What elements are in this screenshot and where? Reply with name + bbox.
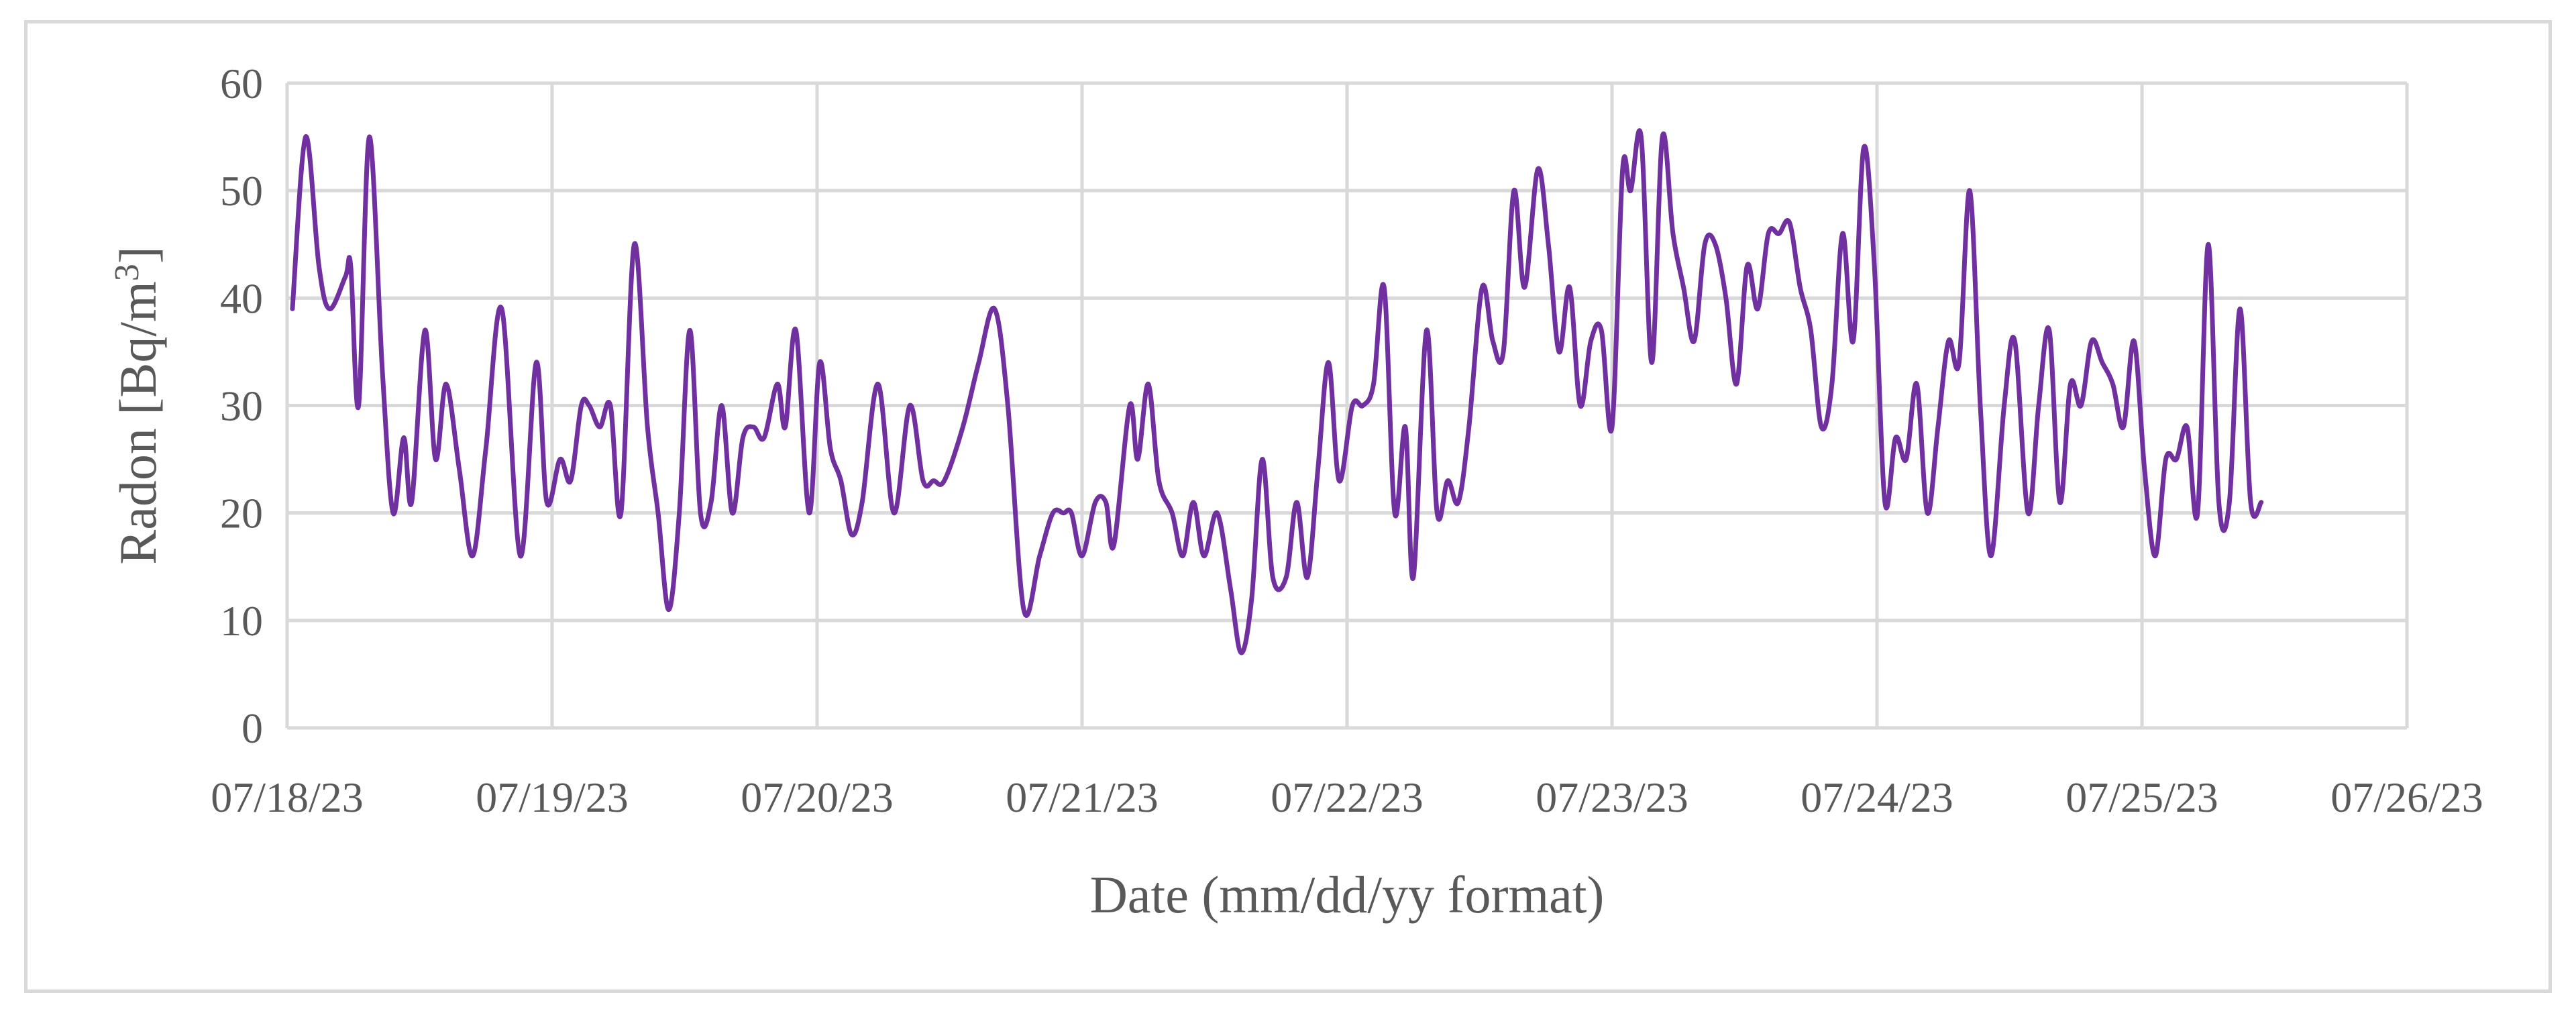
axes [285,83,2407,730]
y-axis-title-main: Radon [Bq/m [109,281,167,565]
y-tick-label: 10 [220,597,263,645]
chart-frame [24,20,2552,993]
x-tick-label: 07/26/23 [2330,773,2483,821]
x-tick-label: 07/25/23 [2065,773,2218,821]
x-tick-label: 07/22/23 [1271,773,1424,821]
y-tick-label: 30 [220,382,263,430]
y-axis-title-suffix: ] [109,246,167,264]
x-axis-title: Date (mm/dd/yy format) [1090,865,1605,924]
series-layer [290,128,2264,655]
x-tick-label: 07/19/23 [476,773,629,821]
y-tick-label: 20 [220,490,263,537]
x-tick-label: 07/18/23 [211,773,364,821]
y-axis-title: Radon [Bq/m3] [108,246,167,564]
radon-series-line [290,128,2264,655]
y-tick-label: 40 [220,274,263,322]
x-tick-label: 07/21/23 [1006,773,1159,821]
x-tick-label: 07/24/23 [1801,773,1953,821]
y-tick-label: 50 [220,167,263,215]
y-tick-label: 0 [241,704,263,752]
tick-labels: 0 10 20 30 40 50 60 07/18/23 07/19/23 07/20/23 07/… [211,60,2483,821]
y-axis-title-superscript: 3 [108,264,146,281]
y-tick-label: 60 [220,60,263,107]
gridlines [287,81,2409,728]
x-tick-label: 07/23/23 [1536,773,1688,821]
x-tick-label: 07/20/23 [741,773,894,821]
